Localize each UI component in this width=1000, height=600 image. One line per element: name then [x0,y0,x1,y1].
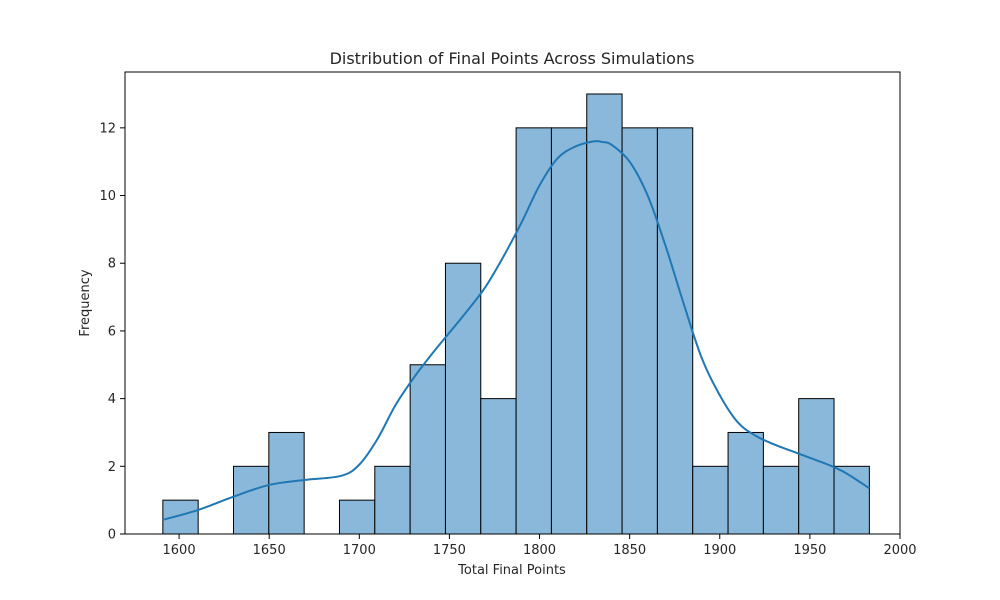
y-tick-label: 8 [108,257,116,272]
y-tick-label: 12 [99,121,116,136]
histogram-bar [515,127,552,535]
x-axis-label: Total Final Points [457,563,566,578]
y-axis-label: Frequency [78,269,93,336]
x-axis: 1600 1650 1700 1750 1800 1850 1900 1950 2000 [163,534,917,558]
x-tick-label: 1900 [703,543,736,558]
x-tick-label: 1750 [433,543,466,558]
histogram-bar [444,262,482,535]
histogram-bar [338,499,376,535]
bars-group [162,93,870,535]
y-tick-label: 4 [108,392,116,407]
histogram-bar [586,93,623,535]
y-tick-label: 2 [108,460,116,475]
histogram-bar [480,398,517,535]
y-tick-label: 10 [99,189,116,204]
y-tick-label: 0 [108,528,116,543]
x-tick-label: 1650 [253,543,286,558]
y-tick-label: 6 [108,324,116,339]
chart-title: Distribution of Final Points Across Simu… [330,49,695,68]
histogram-bar [762,465,800,535]
histogram-bar [621,127,658,535]
y-axis: 0 2 4 6 8 10 12 [99,121,125,543]
histogram-bar [409,364,446,535]
histogram-bar [550,127,588,535]
x-tick-label: 2000 [883,543,916,558]
histogram-bar [374,465,411,535]
histogram-bar [656,127,694,535]
x-tick-label: 1850 [613,543,646,558]
x-tick-label: 1600 [163,543,196,558]
histogram-bar [727,431,764,535]
plot-frame [124,71,901,535]
histogram-bar [162,499,199,535]
histogram-bar [798,398,835,535]
kde-curve [162,140,870,521]
x-tick-label: 1700 [343,543,376,558]
histogram-bar [233,465,270,535]
histogram-bar [692,465,729,535]
x-tick-label: 1800 [523,543,556,558]
x-tick-label: 1950 [793,543,826,558]
